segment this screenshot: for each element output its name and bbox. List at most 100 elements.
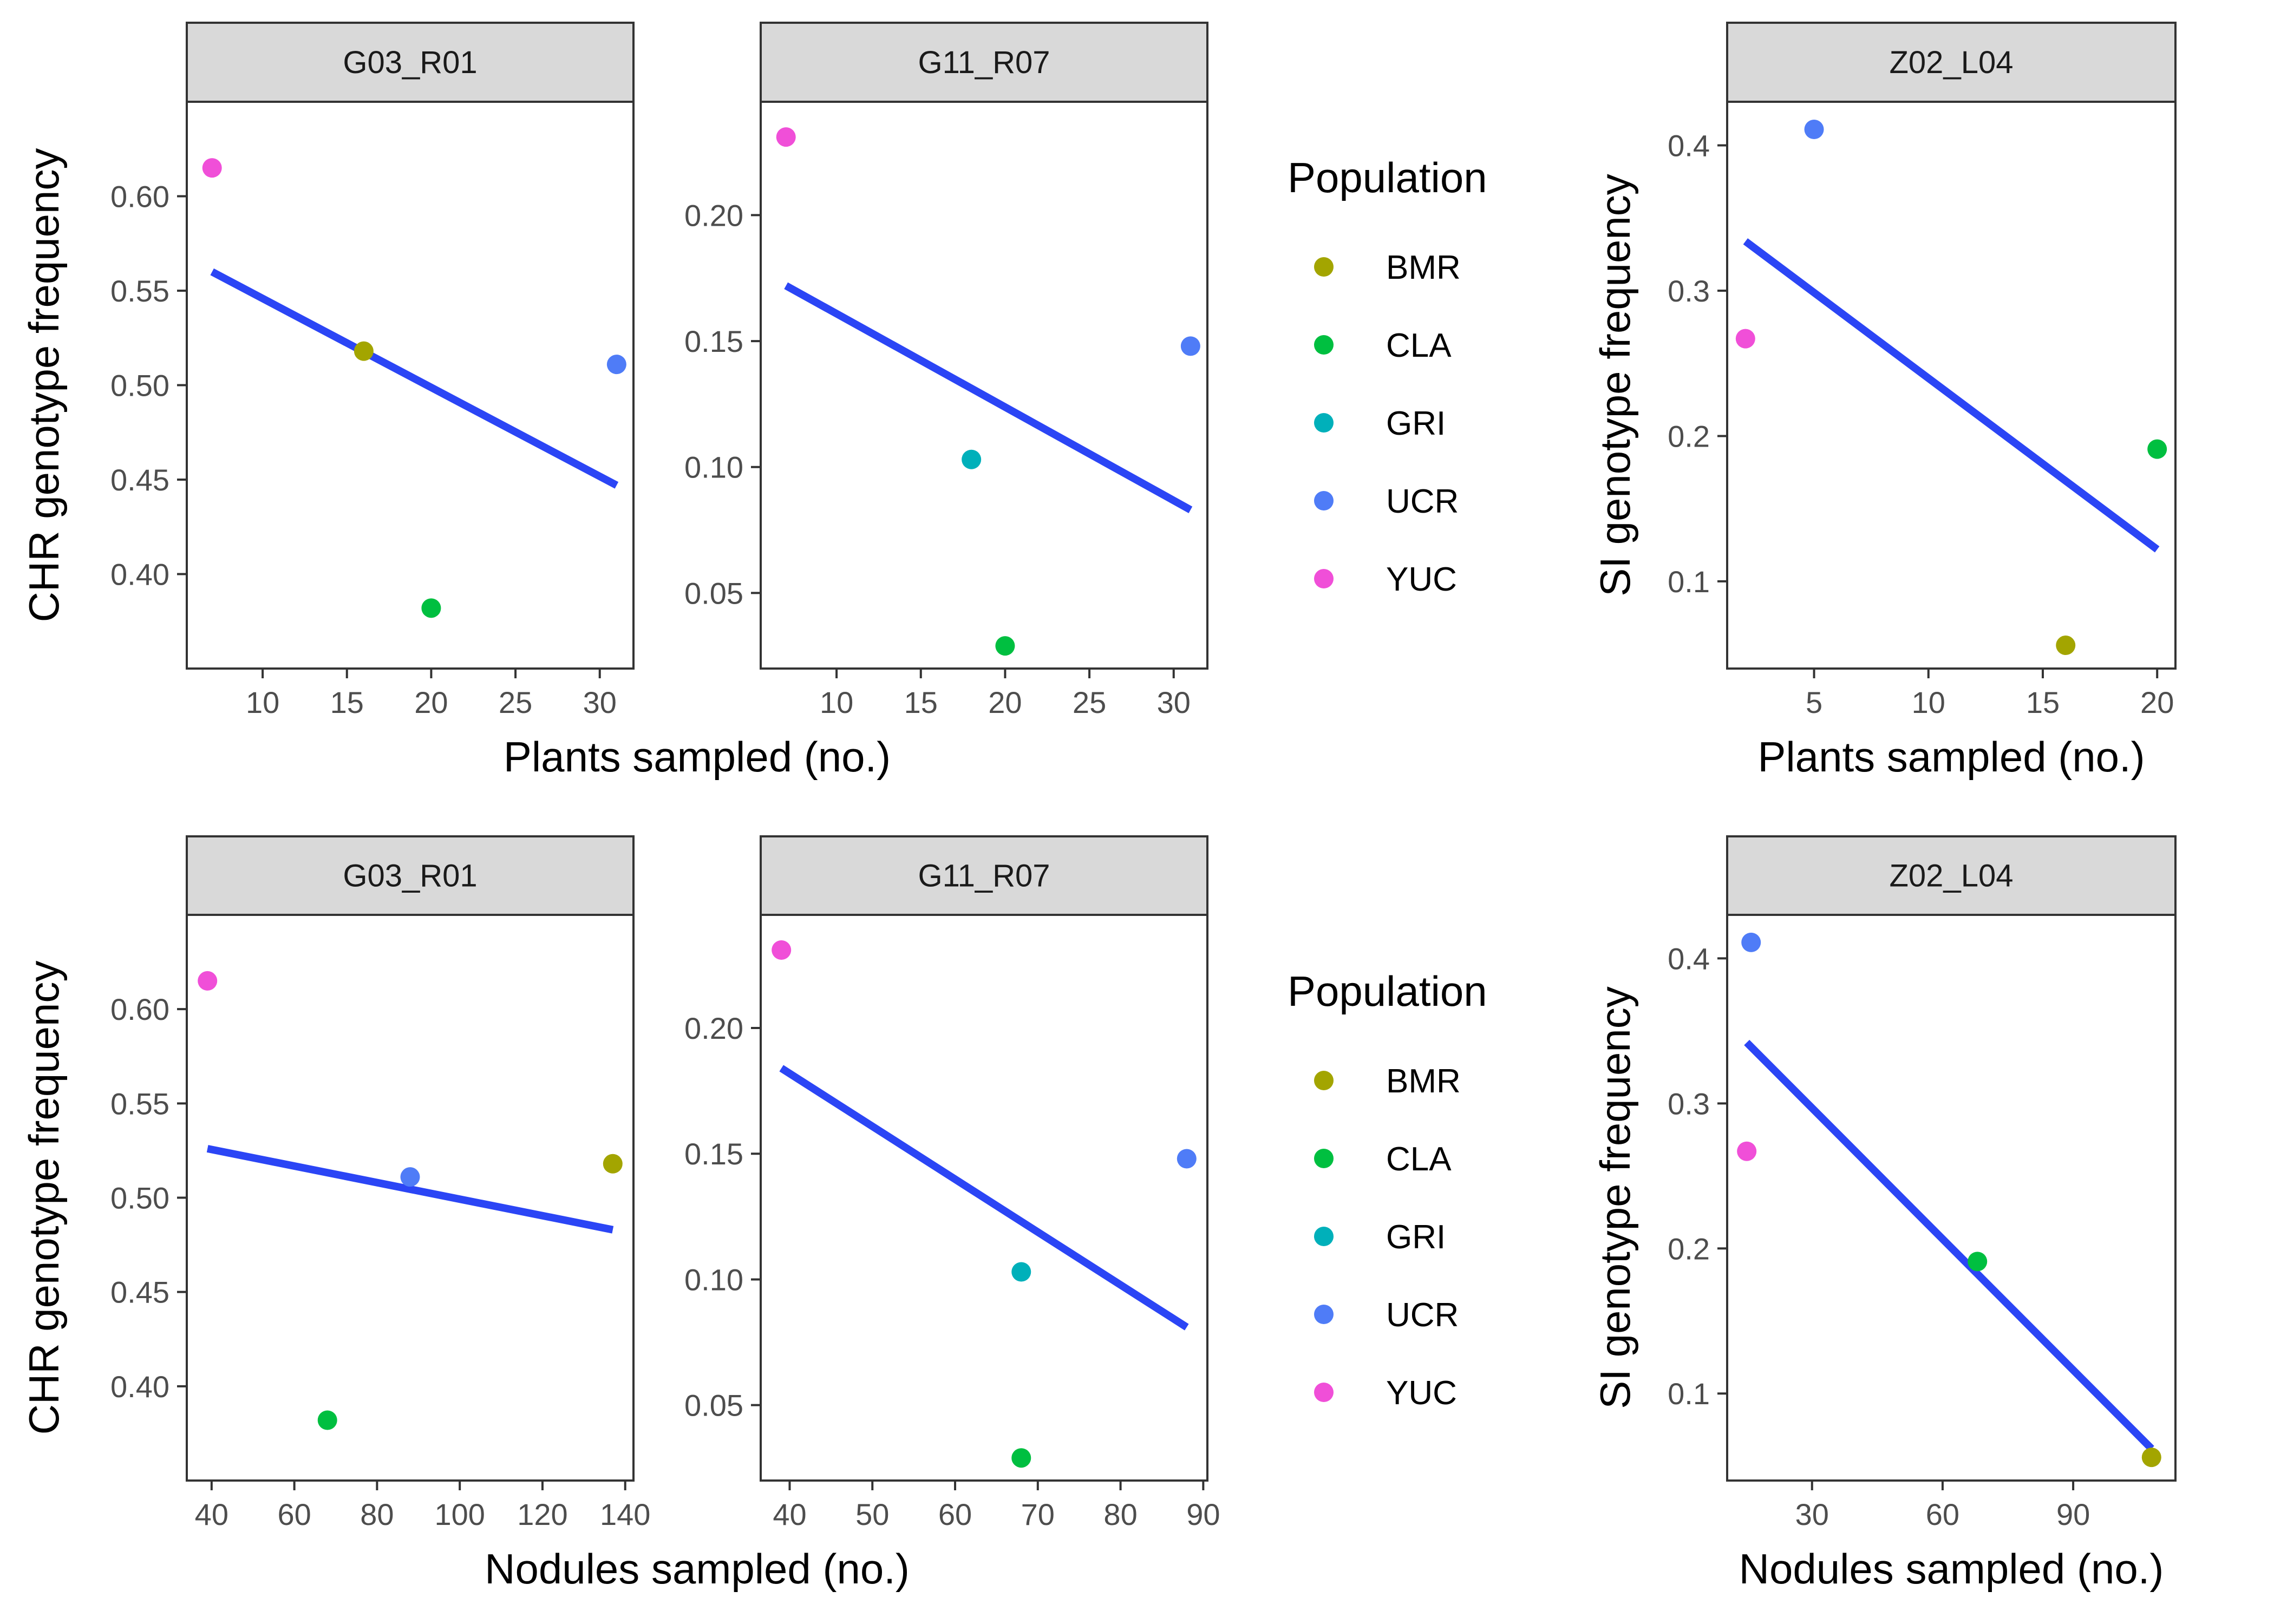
y-tick-label: 0.50 bbox=[110, 369, 169, 403]
y-axis-title-left: CHR genotype frequency bbox=[20, 148, 68, 623]
panel-border bbox=[1726, 914, 2177, 1482]
x-axis-title-left: Nodules sampled (no.) bbox=[485, 1545, 910, 1593]
x-tick-label: 30 bbox=[583, 685, 617, 719]
x-tick-label: 140 bbox=[600, 1497, 650, 1531]
x-tick-label: 60 bbox=[1926, 1497, 1959, 1531]
x-tick-label: 40 bbox=[195, 1497, 228, 1531]
x-tick-label: 10 bbox=[820, 685, 853, 719]
x-axis-title-right: Plants sampled (no.) bbox=[1757, 733, 2145, 781]
point-cla bbox=[317, 1410, 337, 1430]
x-axis-title-right: Nodules sampled (no.) bbox=[1739, 1545, 2164, 1593]
fit-line bbox=[784, 282, 1193, 513]
point-ucr bbox=[1180, 336, 1200, 356]
x-axis-title-left: Plants sampled (no.) bbox=[504, 733, 891, 781]
point-ucr bbox=[1804, 120, 1824, 140]
point-ucr bbox=[1741, 932, 1761, 952]
legend-swatch-gri bbox=[1314, 413, 1334, 433]
point-yuc bbox=[776, 127, 796, 147]
y-axis-title-left: CHR genotype frequency bbox=[20, 961, 68, 1435]
y-tick-label: 0.40 bbox=[110, 558, 169, 592]
point-yuc bbox=[772, 940, 792, 960]
point-bmr bbox=[603, 1154, 623, 1174]
x-tick-label: 20 bbox=[414, 685, 448, 719]
x-tick-label: 25 bbox=[1073, 685, 1106, 719]
x-tick-label: 60 bbox=[938, 1497, 972, 1531]
y-axis-title-right: SI genotype frequency bbox=[1591, 986, 1639, 1409]
legend-label-cla: CLA bbox=[1386, 327, 1452, 364]
x-tick-label: 40 bbox=[773, 1497, 806, 1531]
x-tick-label: 100 bbox=[434, 1497, 485, 1531]
y-tick-label: 0.55 bbox=[110, 274, 169, 308]
x-tick-label: 80 bbox=[360, 1497, 394, 1531]
legend-swatch-yuc bbox=[1314, 1383, 1334, 1402]
legend-swatch-ucr bbox=[1314, 491, 1334, 510]
legend-label-bmr: BMR bbox=[1386, 249, 1461, 286]
strip-label: Z02_L04 bbox=[1890, 45, 2014, 80]
legend-swatch-ucr bbox=[1314, 1305, 1334, 1324]
x-tick-label: 10 bbox=[1912, 685, 1945, 719]
y-tick-label: 0.3 bbox=[1668, 1086, 1710, 1121]
point-bmr bbox=[354, 341, 374, 361]
x-tick-label: 20 bbox=[2140, 685, 2174, 719]
strip-label: G03_R01 bbox=[343, 859, 477, 894]
y-tick-label: 0.15 bbox=[684, 1137, 743, 1171]
panel-g11_r07-row1: G11_R07 0.05 0.10 0.15 0.20 10 15 20 25 30 bbox=[684, 22, 1208, 719]
point-cla bbox=[2147, 439, 2167, 459]
y-tick-label: 0.20 bbox=[684, 198, 743, 232]
legend-title: Population bbox=[1288, 967, 1487, 1015]
x-tick-label: 10 bbox=[246, 685, 279, 719]
y-tick-label: 0.50 bbox=[110, 1181, 169, 1215]
panel-z02_l04-row1: Z02_L04 0.1 0.2 0.3 0.4 5 10 15 20 bbox=[1668, 22, 2177, 719]
point-yuc bbox=[1737, 1141, 1757, 1161]
y-tick-label: 0.4 bbox=[1668, 941, 1710, 975]
y-tick-label: 0.45 bbox=[110, 1275, 169, 1309]
legend: Population BMR CLA GRI UCR YUC bbox=[1288, 967, 1487, 1412]
point-ucr bbox=[606, 355, 626, 375]
y-tick-label: 0.45 bbox=[110, 463, 169, 497]
panel-border bbox=[1726, 101, 2177, 670]
legend-label-yuc: YUC bbox=[1386, 1374, 1457, 1412]
y-tick-label: 0.2 bbox=[1668, 419, 1710, 453]
point-cla bbox=[421, 598, 441, 618]
y-axis-title-right: SI genotype frequency bbox=[1591, 174, 1639, 597]
legend-label-cla: CLA bbox=[1386, 1141, 1452, 1178]
x-tick-label: 120 bbox=[517, 1497, 567, 1531]
x-tick-label: 5 bbox=[1806, 685, 1822, 719]
y-tick-label: 0.10 bbox=[684, 1262, 743, 1296]
y-tick-label: 0.15 bbox=[684, 324, 743, 358]
y-tick-label: 0.55 bbox=[110, 1086, 169, 1121]
legend: Population BMR CLA GRI UCR YUC bbox=[1288, 154, 1487, 598]
y-tick-label: 0.20 bbox=[684, 1011, 743, 1045]
fit-line bbox=[210, 268, 619, 489]
panel-border bbox=[760, 101, 1208, 670]
fit-line bbox=[779, 1065, 1189, 1331]
panel-g03_r01-row1: G03_R01 0.40 0.45 0.50 0.55 0.60 10 15 20 25 30 bbox=[110, 22, 635, 719]
strip-label: Z02_L04 bbox=[1890, 859, 2014, 894]
point-yuc bbox=[202, 158, 222, 178]
y-tick-label: 0.1 bbox=[1668, 1377, 1710, 1411]
fit-line bbox=[1744, 1039, 2154, 1451]
x-tick-label: 90 bbox=[2056, 1497, 2090, 1531]
strip-box bbox=[1726, 835, 2177, 916]
strip-label: G11_R07 bbox=[918, 45, 1050, 80]
point-yuc bbox=[198, 971, 218, 991]
x-tick-label: 60 bbox=[277, 1497, 311, 1531]
y-tick-label: 0.4 bbox=[1668, 129, 1710, 163]
x-tick-label: 90 bbox=[1186, 1497, 1220, 1531]
panel-border bbox=[186, 101, 635, 670]
strip-label: G11_R07 bbox=[918, 859, 1050, 894]
fit-line bbox=[1743, 238, 2160, 553]
point-gri bbox=[962, 449, 982, 469]
y-tick-label: 0.05 bbox=[684, 576, 743, 610]
x-tick-label: 70 bbox=[1021, 1497, 1055, 1531]
legend-swatch-cla bbox=[1314, 1149, 1334, 1168]
y-tick-label: 0.1 bbox=[1668, 565, 1710, 599]
strip-box bbox=[186, 835, 635, 916]
panel-z02_l04-row2: Z02_L04 0.1 0.2 0.3 0.4 30 60 90 bbox=[1668, 835, 2177, 1531]
y-tick-label: 0.60 bbox=[110, 180, 169, 214]
point-ucr bbox=[1177, 1149, 1197, 1169]
point-ucr bbox=[400, 1167, 420, 1187]
y-tick-label: 0.60 bbox=[110, 992, 169, 1026]
strip-box bbox=[1726, 22, 2177, 103]
